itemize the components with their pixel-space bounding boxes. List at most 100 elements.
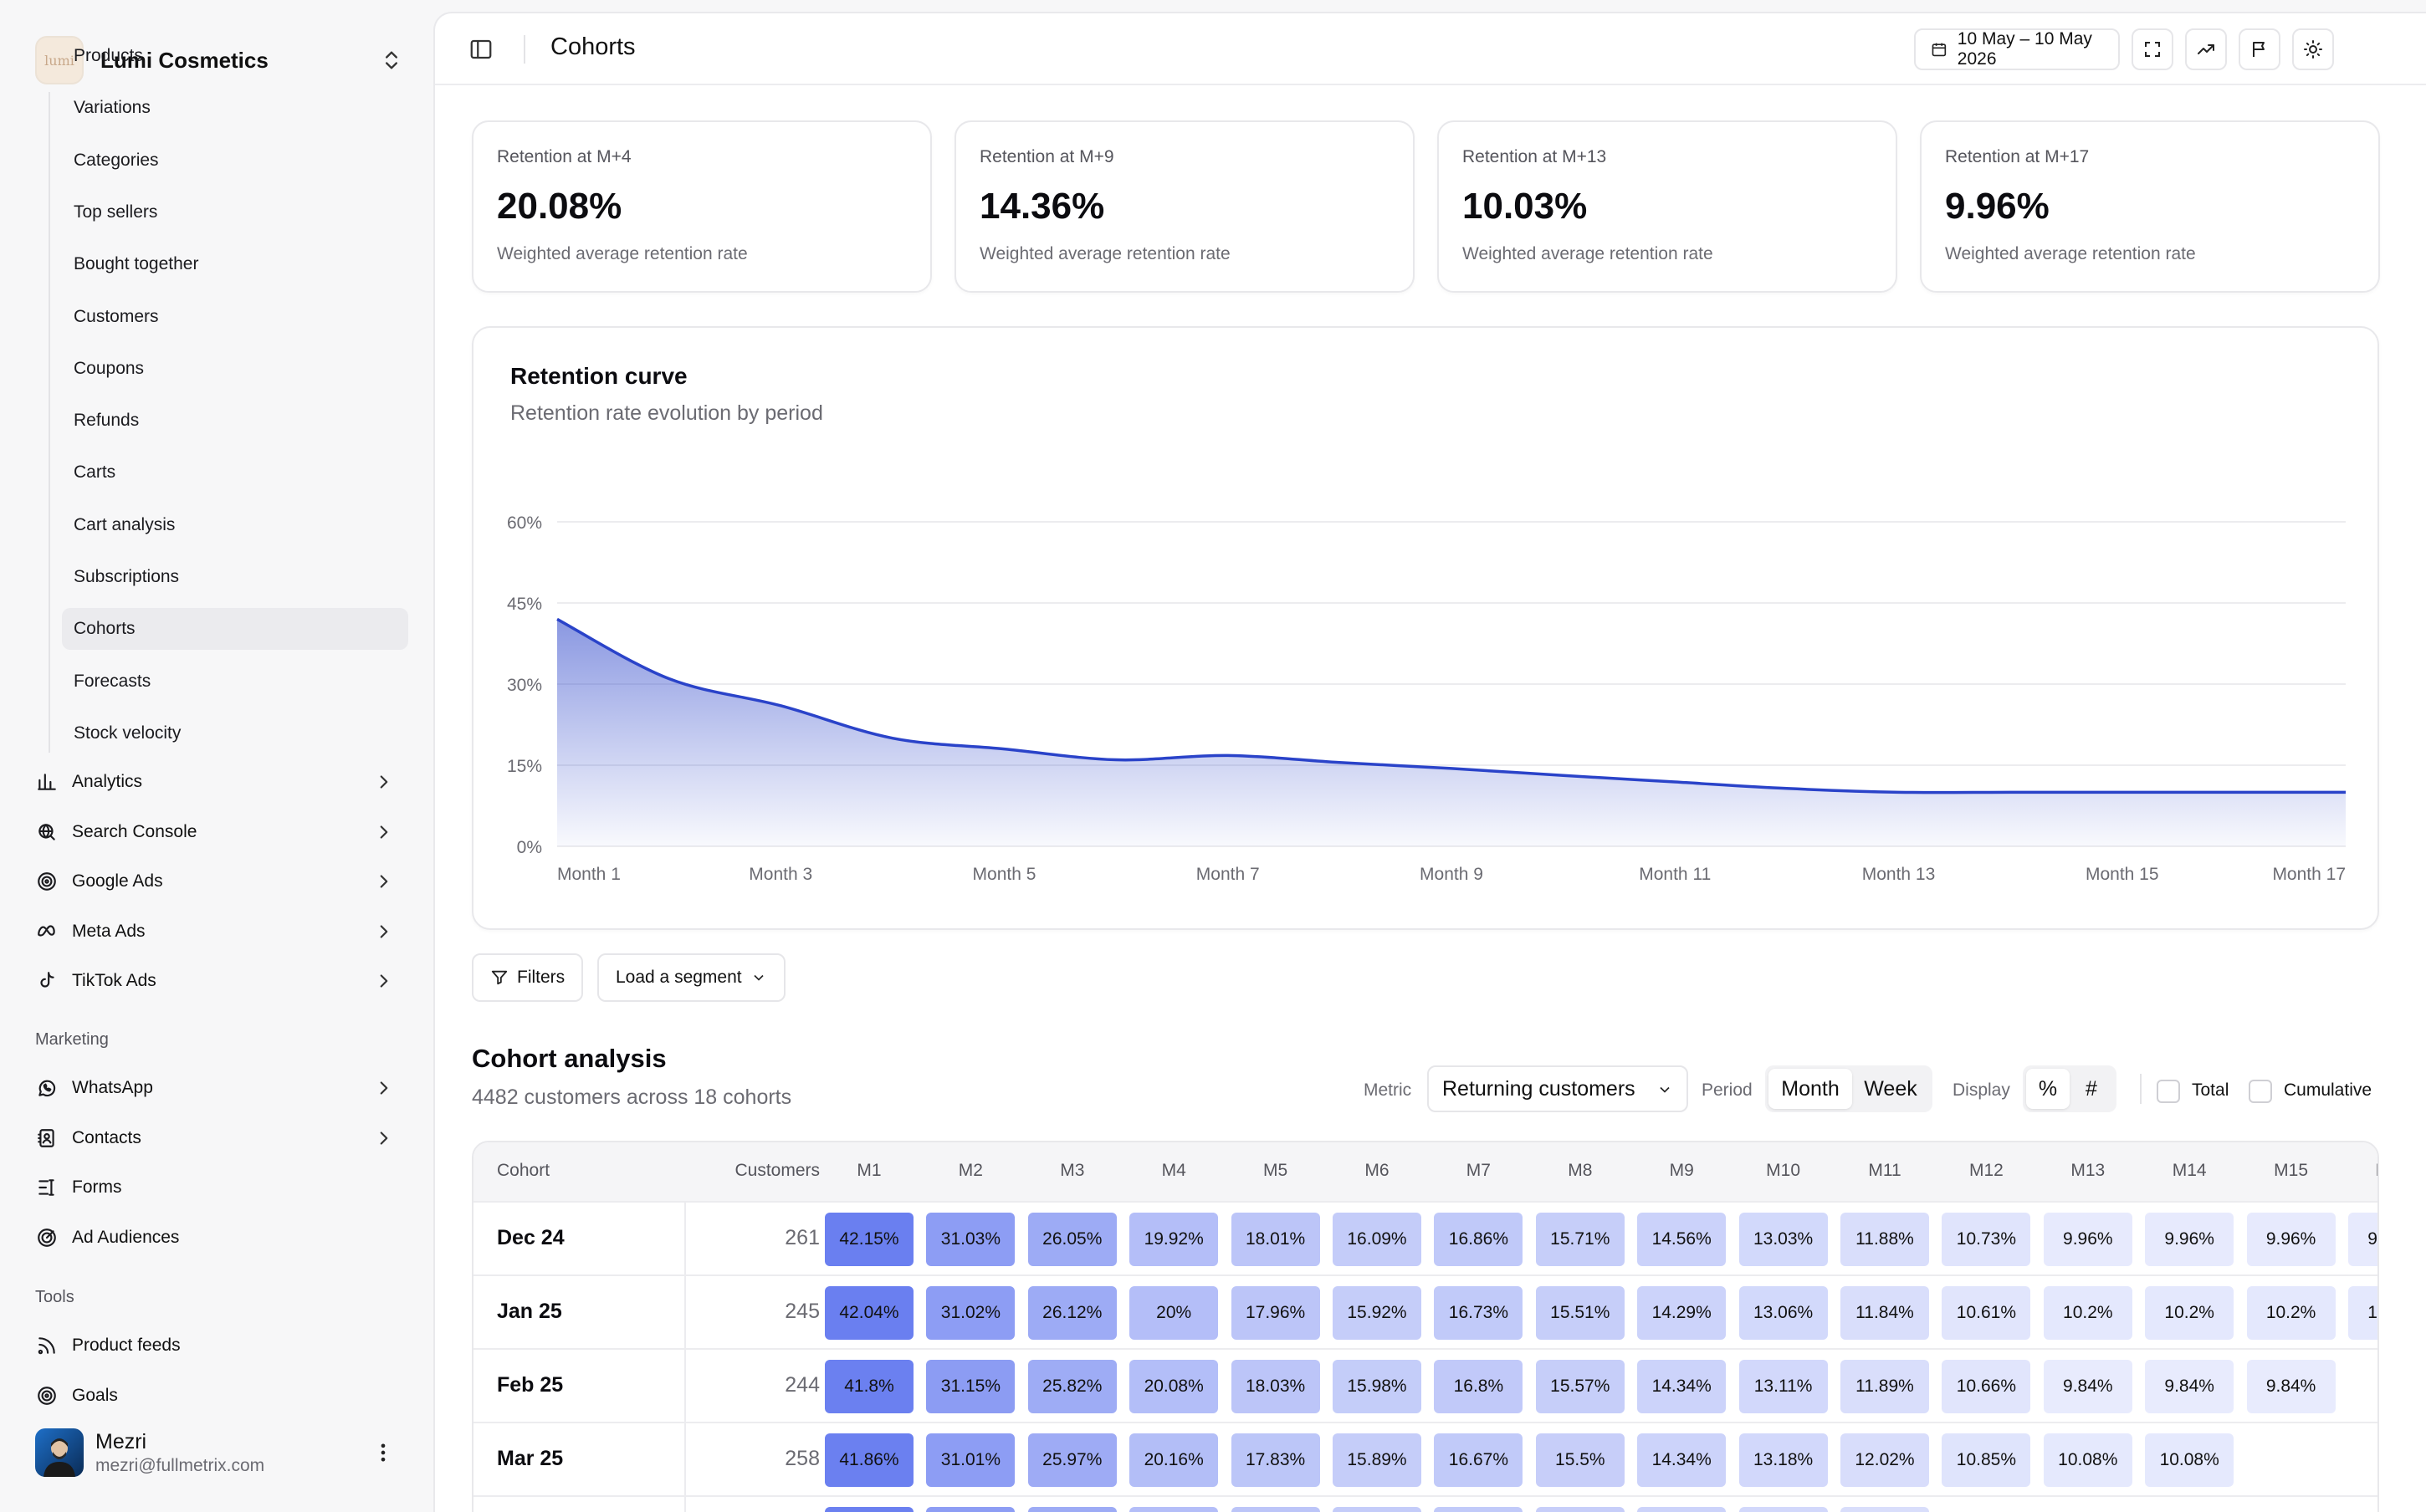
retention-cell[interactable]: 9.84%	[2145, 1360, 2234, 1413]
retention-cell[interactable]: 16.67%	[1434, 1433, 1523, 1487]
retention-cell[interactable]: 10.2%	[2043, 1286, 2132, 1340]
sidebar-item-product-feeds[interactable]: Product feeds	[35, 1323, 403, 1368]
table-row[interactable]: Mar 25 258 41.86% 31.01% 25.97% 20.16% 17.83% 1…	[473, 1423, 2377, 1497]
annotations-button[interactable]	[2239, 28, 2280, 70]
sidebar-item-goals[interactable]: Goals	[35, 1373, 403, 1418]
retention-cell[interactable]: 42%	[825, 1507, 914, 1512]
sidebar-item-cohorts[interactable]: Cohorts	[62, 608, 408, 651]
data-point[interactable]	[1896, 789, 1902, 795]
user-menu[interactable]: Mezri mezri@fullmetrix.com	[35, 1427, 403, 1479]
retention-cell[interactable]: 17.96%	[1231, 1286, 1320, 1340]
sidebar-item-bought-together[interactable]: Bought together	[74, 254, 199, 274]
fullscreen-button[interactable]	[2132, 28, 2173, 70]
data-point[interactable]	[1113, 757, 1119, 764]
data-point[interactable]	[2119, 789, 2126, 795]
display-count-option[interactable]: #	[2086, 1076, 2097, 1101]
table-row[interactable]: Dec 24 261 42.15% 31.03% 26.05% 19.92% 18.01% 1…	[473, 1203, 2377, 1276]
retention-cell[interactable]: 31.01%	[926, 1433, 1016, 1487]
sidebar-item-variations[interactable]: Variations	[74, 98, 151, 118]
retention-cell[interactable]: 11.89%	[1840, 1360, 1929, 1413]
cumulative-checkbox[interactable]	[2249, 1080, 2272, 1103]
data-point[interactable]	[554, 616, 560, 622]
retention-cell[interactable]: 9.96%	[2348, 1213, 2377, 1266]
sidebar-item-refunds[interactable]: Refunds	[74, 411, 140, 431]
retention-cell[interactable]: 26.05%	[1027, 1213, 1117, 1266]
sidebar-item-contacts[interactable]: Contacts	[35, 1116, 403, 1161]
retention-cell[interactable]: 14.56%	[1637, 1213, 1727, 1266]
retention-cell[interactable]: 9.84%	[2246, 1360, 2336, 1413]
retention-cell[interactable]: 10.08%	[2043, 1433, 2132, 1487]
retention-cell[interactable]: 16.8%	[1434, 1360, 1523, 1413]
retention-cell[interactable]: 13.11%	[1738, 1360, 1828, 1413]
retention-cell[interactable]: 16%	[1333, 1507, 1421, 1512]
retention-cell[interactable]: 26.12%	[1027, 1286, 1117, 1340]
retention-cell[interactable]: 26%	[1027, 1507, 1117, 1512]
retention-cell[interactable]: 9.84%	[2043, 1360, 2132, 1413]
retention-cell[interactable]: 11.88%	[1840, 1213, 1929, 1266]
display-percent-option[interactable]: %	[2026, 1069, 2070, 1109]
sidebar-item-top-sellers[interactable]: Top sellers	[74, 202, 158, 222]
data-point[interactable]	[2007, 789, 2014, 795]
retention-cell[interactable]: 16.7%	[1434, 1507, 1523, 1512]
retention-cell[interactable]: 14.29%	[1637, 1286, 1727, 1340]
retention-cell[interactable]: 25.82%	[1027, 1360, 1117, 1413]
data-point[interactable]	[1784, 785, 1790, 792]
retention-cell[interactable]: 10.66%	[1942, 1360, 2031, 1413]
sidebar-item-cart-analysis[interactable]: Cart analysis	[74, 514, 176, 534]
retention-cell[interactable]: 15.92%	[1333, 1286, 1421, 1340]
retention-cell[interactable]: 42.04%	[825, 1286, 914, 1340]
retention-cell[interactable]: 9.96%	[2246, 1213, 2336, 1266]
retention-cell[interactable]: 13.18%	[1738, 1433, 1828, 1487]
retention-cell[interactable]: 12.02%	[1840, 1433, 1929, 1487]
retention-cell[interactable]: 9.96%	[2145, 1213, 2234, 1266]
retention-cell[interactable]: 10.85%	[1942, 1433, 2031, 1487]
retention-cell[interactable]: 18.01%	[1231, 1213, 1320, 1266]
retention-cell[interactable]: 15.71%	[1535, 1213, 1625, 1266]
retention-cell[interactable]: 20%	[1129, 1286, 1219, 1340]
sidebar-item-products[interactable]: Products	[74, 46, 143, 65]
retention-cell[interactable]: 10.2%	[2348, 1286, 2377, 1340]
sidebar-item-meta-ads[interactable]: Meta Ads	[35, 909, 403, 954]
date-range-picker[interactable]: 10 May – 10 May 2026	[1914, 28, 2120, 70]
retention-cell[interactable]: 15.98%	[1333, 1360, 1421, 1413]
retention-cell[interactable]: 20%	[1129, 1507, 1219, 1512]
retention-cell[interactable]: 19.92%	[1129, 1213, 1219, 1266]
data-point[interactable]	[1225, 752, 1231, 759]
data-point[interactable]	[1336, 759, 1343, 766]
metric-select[interactable]: Returning customers	[1427, 1065, 1688, 1112]
sidebar-item-carts[interactable]: Carts	[74, 462, 116, 483]
retention-cell[interactable]: 17.83%	[1231, 1433, 1320, 1487]
theme-toggle-button[interactable]	[2292, 28, 2334, 70]
sidebar-item-google-ads[interactable]: Google Ads	[35, 859, 403, 904]
sidebar-item-search-console[interactable]: Search Console	[35, 810, 403, 855]
sidebar-item-customers[interactable]: Customers	[74, 306, 159, 326]
retention-cell[interactable]: 31.15%	[926, 1360, 1016, 1413]
data-point[interactable]	[1560, 772, 1567, 779]
table-row[interactable]: 42% 31% 26% 20% 18% 16% 16.7% 15.5% 14.3% 13.1% 11…	[473, 1497, 2377, 1512]
retention-cell[interactable]: 20.08%	[1129, 1360, 1219, 1413]
retention-cell[interactable]: 13.1%	[1738, 1507, 1828, 1512]
retention-cell[interactable]: 41.86%	[825, 1433, 914, 1487]
retention-cell[interactable]: 10.2%	[2246, 1286, 2336, 1340]
sidebar-item-forms[interactable]: Forms	[35, 1165, 403, 1210]
sidebar-item-analytics[interactable]: Analytics	[35, 759, 403, 805]
retention-cell[interactable]: 18.03%	[1231, 1360, 1320, 1413]
retention-cell[interactable]: 11.9%	[1840, 1507, 1929, 1512]
sidebar-item-subscriptions[interactable]: Subscriptions	[74, 567, 180, 586]
sidebar-item-categories[interactable]: Categories	[74, 150, 159, 170]
retention-cell[interactable]: 9.96%	[2043, 1213, 2132, 1266]
sidebar-item-tiktok-ads[interactable]: TikTok Ads	[35, 958, 403, 1004]
retention-cell[interactable]: 13.06%	[1738, 1286, 1828, 1340]
sidebar-item-coupons[interactable]: Coupons	[74, 358, 145, 378]
sidebar-item-whatsapp[interactable]: WhatsApp	[35, 1065, 403, 1111]
retention-cell[interactable]: 16.86%	[1434, 1213, 1523, 1266]
table-row[interactable]: Feb 25 244 41.8% 31.15% 25.82% 20.08% 18.03% 15…	[473, 1350, 2377, 1423]
data-point[interactable]	[2230, 789, 2237, 795]
trends-button[interactable]	[2185, 28, 2227, 70]
retention-cell[interactable]: 42.15%	[825, 1213, 914, 1266]
retention-cell[interactable]: 10.2%	[2145, 1286, 2234, 1340]
retention-cell[interactable]: 20.16%	[1129, 1433, 1219, 1487]
retention-cell[interactable]: 10.61%	[1942, 1286, 2031, 1340]
sidebar-item-ad-audiences[interactable]: Ad Audiences	[35, 1215, 403, 1260]
retention-cell[interactable]: 15.5%	[1535, 1507, 1625, 1512]
